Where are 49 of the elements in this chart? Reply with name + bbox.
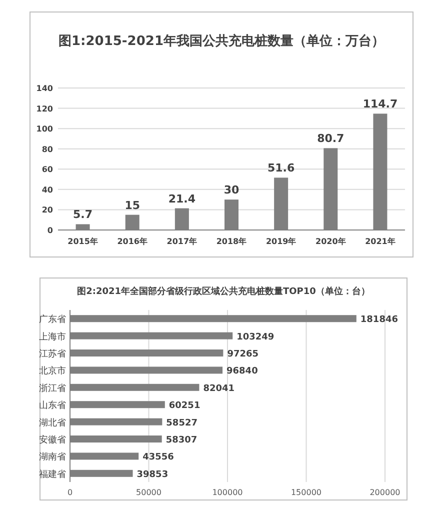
x-tick-label: 2020年	[316, 237, 346, 246]
data-label: 103249	[236, 332, 274, 342]
data-label: 114.7	[362, 98, 398, 111]
y-tick-label: 浙江省	[39, 382, 66, 394]
y-tick-label: 北京市	[39, 366, 66, 377]
y-tick-label: 100	[36, 124, 54, 134]
x-tick-label: 2018年	[216, 237, 247, 246]
x-tick-label: 2015年	[68, 237, 98, 246]
data-label: 96840	[226, 366, 258, 377]
data-label: 97265	[227, 350, 259, 360]
y-tick-label: 40	[42, 185, 54, 194]
data-label: 60251	[168, 401, 200, 412]
y-tick-label: 湖北省	[39, 417, 66, 428]
data-label: 39853	[136, 470, 168, 480]
y-tick-label: 山东省	[39, 400, 66, 412]
y-tick-label: 上海市	[39, 331, 66, 342]
x-tick-label: 100000	[212, 488, 243, 497]
data-label: 21.4	[168, 192, 196, 206]
x-tick-label: 200000	[370, 488, 400, 497]
y-tick-label: 福建省	[39, 468, 66, 480]
chart-title: 图2:2021年全国部分省级行政区域公共充电桩数量TOP10（单位：台）	[77, 286, 370, 297]
data-label: 58527	[166, 418, 198, 428]
y-tick-label: 江苏省	[39, 348, 66, 360]
y-tick-label: 0	[47, 226, 54, 235]
y-tick-label: 安徽省	[39, 434, 66, 446]
data-label: 51.6	[268, 162, 295, 175]
y-tick-label: 湖南省	[39, 452, 66, 463]
data-label: 30	[224, 184, 240, 197]
x-tick-label: 2016年	[117, 237, 148, 246]
data-label: 58307	[166, 436, 198, 446]
y-tick-label: 140	[36, 84, 54, 93]
data-label: 80.7	[317, 132, 344, 146]
data-label: 5.7	[73, 208, 93, 222]
x-tick-label: 0	[67, 488, 73, 497]
y-tick-label: 广东省	[39, 314, 66, 326]
y-tick-label: 80	[42, 144, 54, 154]
data-label: 43556	[142, 452, 174, 463]
y-tick-label: 20	[42, 206, 54, 215]
y-tick-label: 60	[42, 165, 54, 174]
data-label: 82041	[203, 384, 235, 394]
data-label: 15	[124, 198, 140, 212]
x-tick-label: 50000	[136, 488, 162, 497]
chart-title: 图1:2015-2021年我国公共充电桩数量（单位：万台）	[58, 33, 385, 49]
x-tick-label: 2021年	[365, 237, 396, 246]
x-tick-label: 150000	[290, 488, 322, 497]
data-label: 181846	[360, 315, 398, 326]
y-tick-label: 120	[36, 104, 54, 114]
x-tick-label: 2017年	[166, 237, 198, 246]
x-tick-label: 2019年	[266, 237, 296, 246]
